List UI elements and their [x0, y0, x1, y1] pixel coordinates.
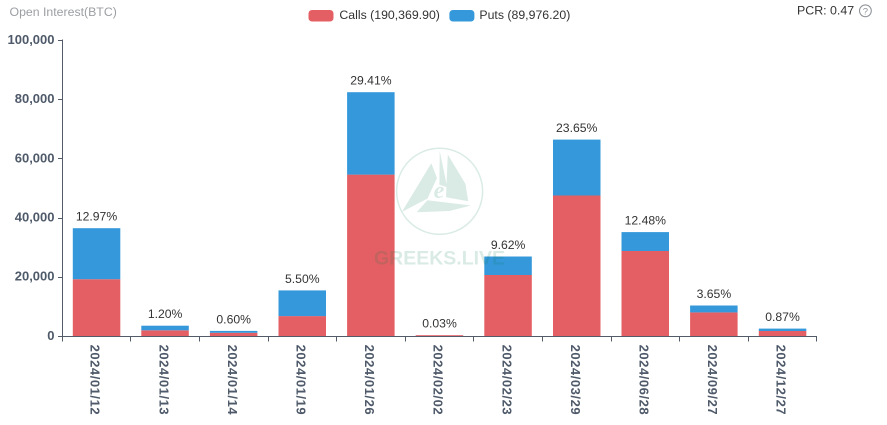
- svg-text:29.41%: 29.41%: [350, 74, 391, 88]
- svg-text:2024/01/13: 2024/01/13: [156, 345, 171, 416]
- svg-text:80,000: 80,000: [15, 91, 55, 106]
- svg-text:0.60%: 0.60%: [216, 312, 251, 326]
- svg-text:3.65%: 3.65%: [697, 287, 732, 301]
- svg-text:2024/02/23: 2024/02/23: [499, 345, 514, 416]
- svg-text:?: ?: [863, 6, 868, 17]
- svg-text:60,000: 60,000: [15, 150, 55, 165]
- svg-text:GREEKS.LIVE: GREEKS.LIVE: [374, 247, 505, 269]
- svg-text:100,000: 100,000: [8, 32, 55, 47]
- svg-text:Open Interest(BTC): Open Interest(BTC): [10, 5, 117, 19]
- svg-text:2024/01/26: 2024/01/26: [362, 345, 377, 416]
- svg-text:Puts (89,976.20): Puts (89,976.20): [479, 8, 570, 22]
- svg-text:PCR: 0.47: PCR: 0.47: [797, 3, 854, 17]
- svg-text:e: e: [434, 178, 445, 204]
- svg-text:2024/09/27: 2024/09/27: [705, 345, 720, 416]
- svg-text:0.03%: 0.03%: [422, 317, 457, 331]
- svg-text:Calls (190,369.90): Calls (190,369.90): [339, 8, 439, 22]
- svg-text:2024/06/28: 2024/06/28: [637, 345, 652, 416]
- svg-text:23.65%: 23.65%: [556, 121, 597, 135]
- svg-text:2024/01/12: 2024/01/12: [88, 345, 103, 416]
- svg-text:40,000: 40,000: [15, 210, 55, 225]
- svg-text:0: 0: [47, 328, 54, 343]
- svg-text:2024/03/29: 2024/03/29: [568, 345, 583, 416]
- svg-text:9.62%: 9.62%: [491, 238, 526, 252]
- svg-text:2024/12/27: 2024/12/27: [774, 345, 789, 416]
- svg-text:5.50%: 5.50%: [285, 272, 320, 286]
- svg-text:2024/02/02: 2024/02/02: [431, 345, 446, 416]
- svg-text:2024/01/14: 2024/01/14: [225, 345, 240, 416]
- svg-text:12.48%: 12.48%: [625, 214, 666, 228]
- svg-text:20,000: 20,000: [15, 269, 55, 284]
- svg-text:12.97%: 12.97%: [76, 210, 117, 224]
- svg-text:1.20%: 1.20%: [148, 307, 183, 321]
- svg-text:0.87%: 0.87%: [765, 310, 800, 324]
- svg-text:2024/01/19: 2024/01/19: [294, 345, 309, 416]
